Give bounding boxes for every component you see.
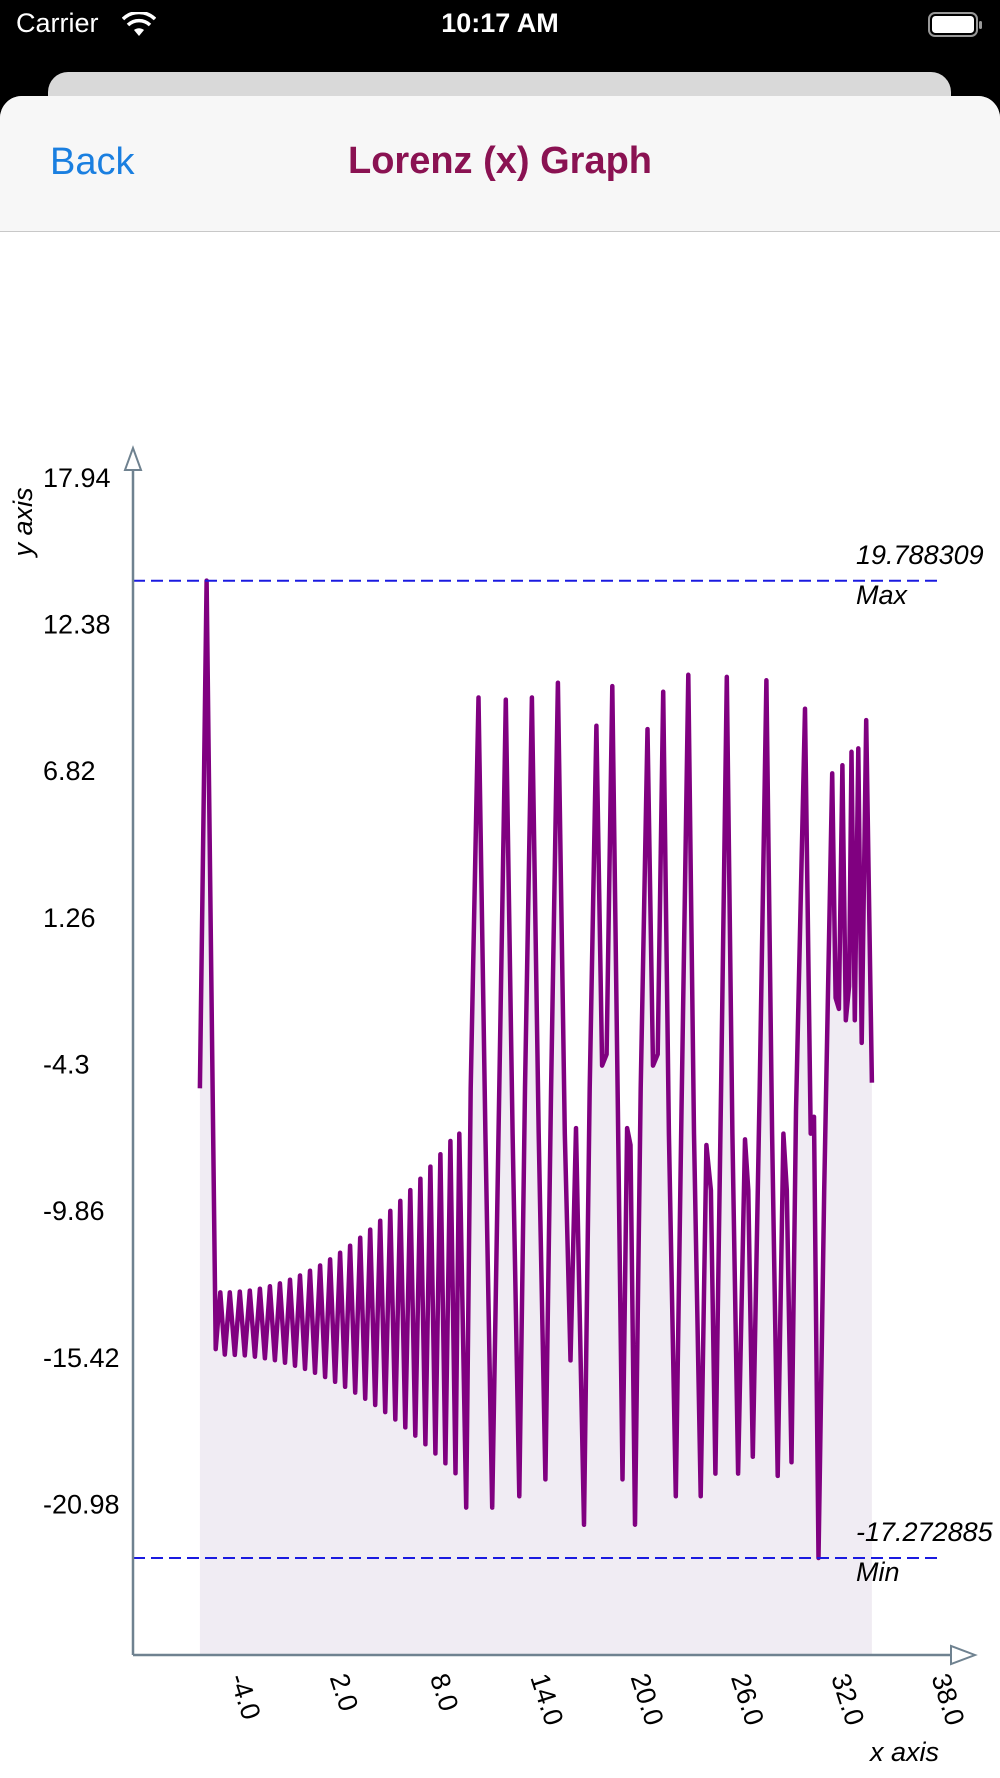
carrier: Carrier: [16, 8, 99, 38]
y-axis-label: y axis: [8, 487, 38, 558]
data-line: [197, 578, 875, 1561]
y-tick-label: 1.26: [43, 903, 96, 933]
reference-line-group: -17.272885 Min: [133, 1517, 994, 1587]
reference-name: Min: [856, 1557, 900, 1587]
x-tick-label: 26.0: [725, 1670, 770, 1729]
clock: 10:17 AM: [441, 8, 559, 38]
reference-value: -17.272885: [856, 1517, 994, 1547]
x-tick-label: 20.0: [625, 1670, 670, 1729]
reference-line-group: 19.788309 Max: [133, 540, 984, 610]
back-button[interactable]: Back: [50, 141, 135, 183]
x-tick-label: 32.0: [825, 1670, 870, 1729]
navigation-bar: Back Lorenz (x) Graph: [0, 96, 1000, 232]
x-tick-label: 8.0: [424, 1670, 464, 1715]
y-tick-label: 6.82: [43, 756, 96, 786]
y-tick-label: 17.94: [43, 463, 111, 493]
x-axis-label: x axis: [868, 1737, 939, 1767]
reference-name: Max: [856, 580, 909, 610]
y-tick-label: -9.86: [43, 1196, 105, 1226]
battery-icon: [928, 12, 982, 37]
nav-title: Lorenz (x) Graph: [347, 140, 653, 182]
wifi-icon: [122, 12, 156, 36]
reference-value: 19.788309: [856, 540, 984, 570]
y-tick-label: -20.98: [43, 1490, 120, 1520]
y-axis-arrow: [123, 445, 143, 471]
x-tick-label: 2.0: [324, 1670, 364, 1715]
x-axis-arrow: [950, 1644, 978, 1666]
y-tick-label: -4.3: [43, 1050, 90, 1080]
x-tick-label: 38.0: [926, 1670, 971, 1729]
y-tick-label: -15.42: [43, 1343, 120, 1373]
y-tick-label: 12.38: [43, 609, 111, 639]
x-tick-label: -4.0: [224, 1670, 267, 1724]
x-tick-label: 14.0: [524, 1670, 569, 1729]
status-bar: Carrier 10:17 AM: [0, 0, 1000, 52]
